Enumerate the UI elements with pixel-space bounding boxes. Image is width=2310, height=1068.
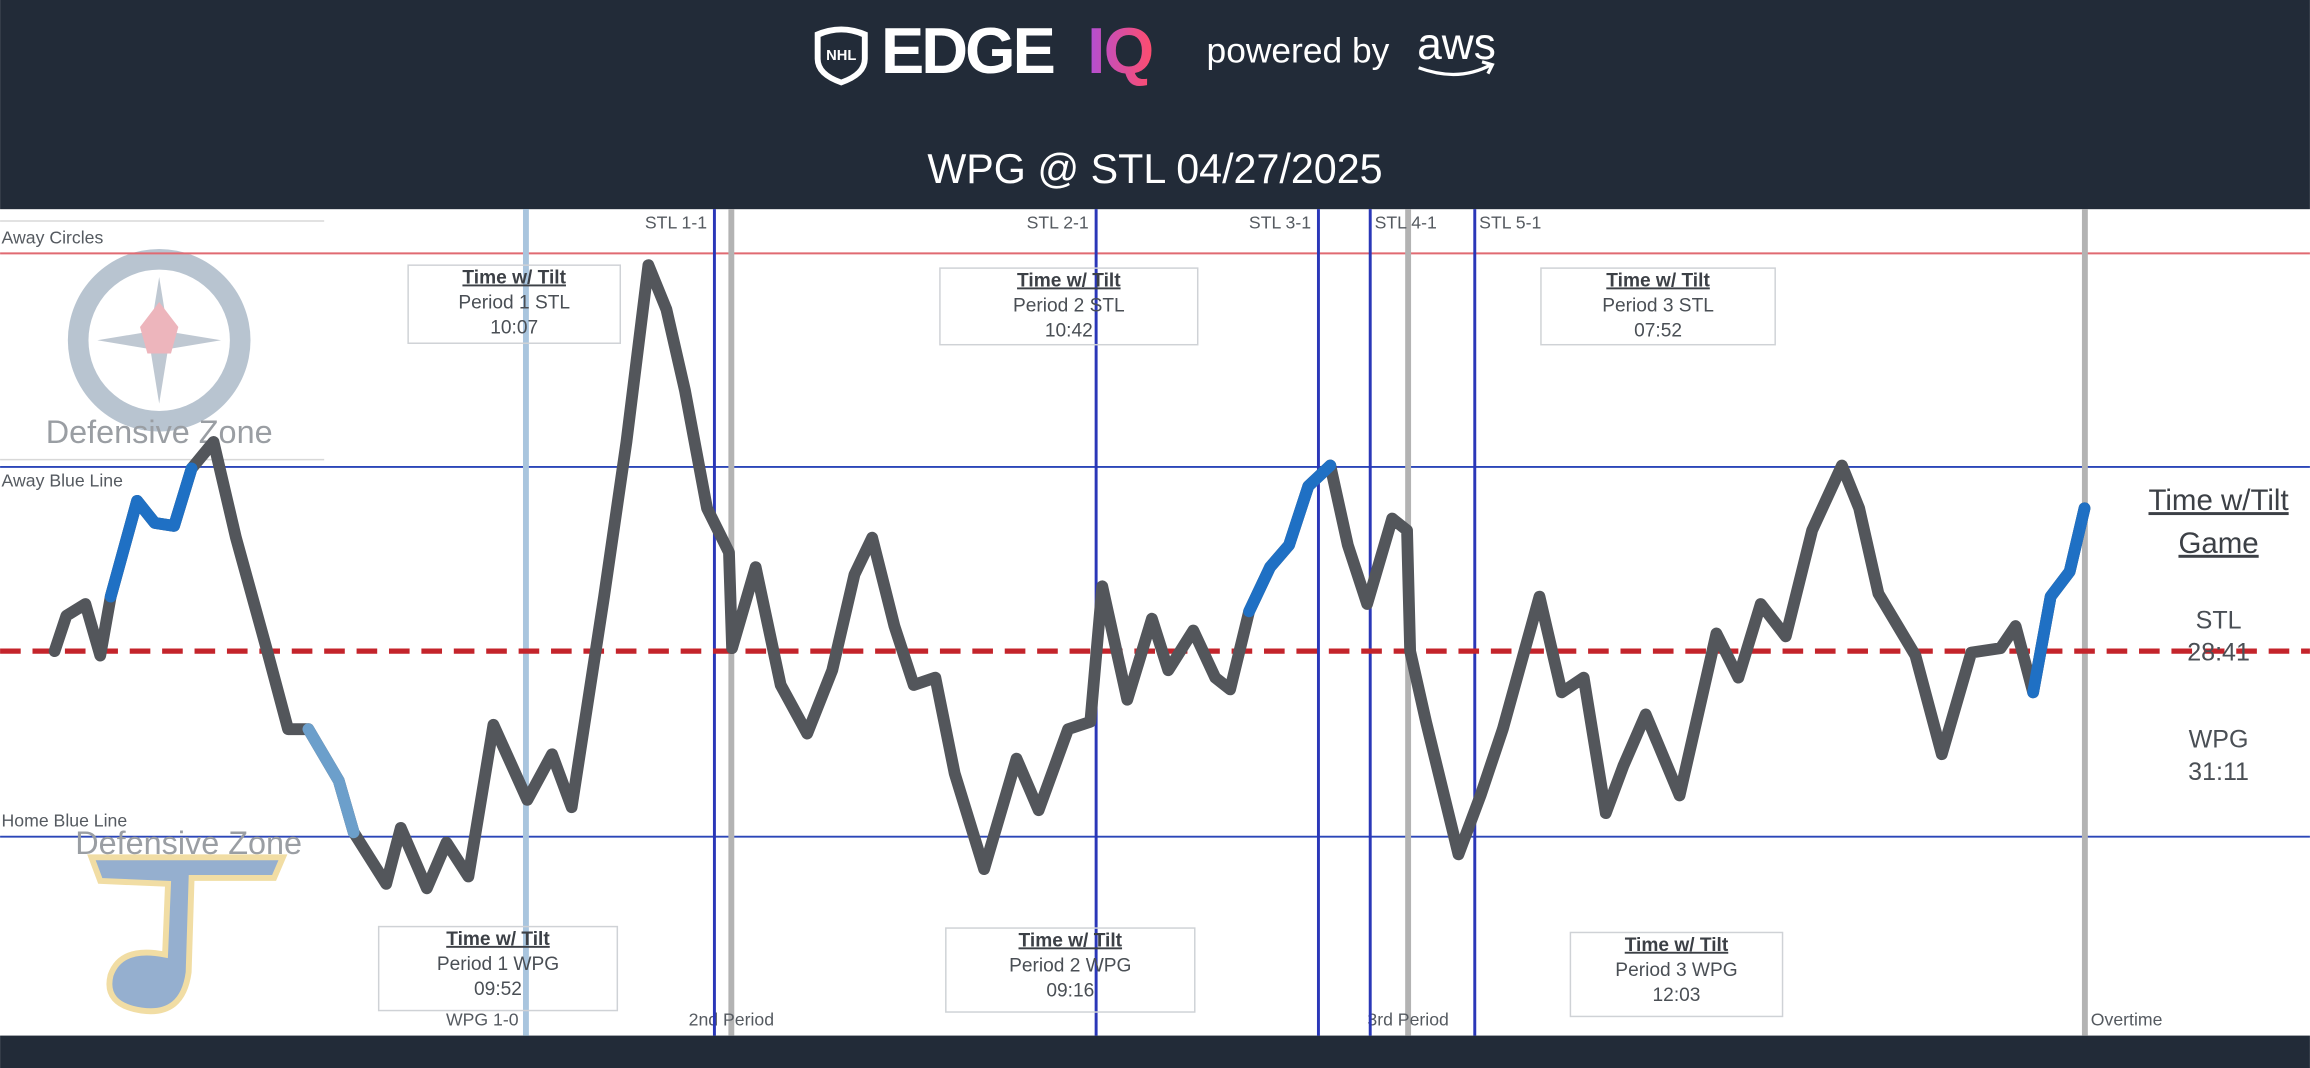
period-box-time: 10:42 [1045,321,1093,342]
summary-team: STL [2196,606,2242,634]
reference-label: Away Blue Line [2,470,124,490]
blues-logo [87,854,288,1015]
period-box-heading: Time w/ Tilt [1017,270,1121,291]
period-box [939,267,1199,346]
summary-time: 28:41 [2187,639,2250,667]
goal-label: STL 2-1 [1027,213,1089,233]
period-box-time: 10:07 [490,318,538,339]
goal-label: STL 3-1 [1249,213,1311,233]
period-label: 2nd Period [689,1010,774,1030]
period-box-heading: Time w/ Tilt [446,929,550,950]
nhl-mark: NHL [826,48,856,64]
nhl-logo: NHL [814,26,868,86]
brand-accent: IQ [1087,14,1152,87]
aws-smile [1418,60,1495,77]
period-box-heading: Time w/ Tilt [1019,930,1123,951]
tilt-line [48,259,2091,895]
period-label: 3rd Period [1367,1010,1448,1030]
period-box-time: 07:52 [1634,321,1682,342]
zone-label: Defensive Zone [75,825,302,861]
summary-time: 31:11 [2188,758,2249,786]
period-box [1540,267,1776,346]
summary-heading: Game [2178,527,2258,560]
page-title: WPG @ STL 04/27/2025 [927,146,1382,192]
summary-team: WPG [2189,726,2249,754]
period-box-time: 09:52 [474,979,522,1000]
tilt-line [104,459,2091,699]
zone-label: Defensive Zone [46,414,273,450]
header-band [0,0,2310,210]
period-box-label: Period 3 STL [1602,295,1714,316]
goal-label: WPG 1-0 [446,1010,519,1030]
reference-label: Away Circles [2,227,104,247]
period-box-label: Period 1 STL [458,293,570,314]
goal-label: STL 5-1 [1479,213,1541,233]
period-box-heading: Time w/ Tilt [1625,935,1729,956]
period-box [407,264,621,344]
period-box-time: 09:16 [1046,980,1094,1001]
goal-label: STL 4-1 [1375,213,1437,233]
period-box [377,925,619,1012]
period-box-label: Period 2 WPG [1009,955,1131,976]
tilt-line [302,723,360,839]
period-box-heading: Time w/ Tilt [462,267,566,288]
period-box-label: Period 1 WPG [437,954,559,975]
footer-band [0,1035,2310,1068]
reference-label: Home Blue Line [2,811,128,831]
period-box-label: Period 2 STL [1013,295,1125,316]
summary-heading: Time w/Tilt [2148,484,2288,517]
period-label: Overtime [2091,1010,2163,1030]
period-box-heading: Time w/ Tilt [1606,270,1710,291]
period-box-time: 12:03 [1653,985,1701,1006]
powered-by: powered by [1207,31,1390,70]
goal-label: STL 1-1 [645,213,707,233]
brand: EDGE [881,14,1054,87]
jets-logo [67,248,251,432]
period-box [1569,931,1784,1018]
period-box [945,927,1196,1013]
period-box-label: Period 3 WPG [1615,960,1737,981]
